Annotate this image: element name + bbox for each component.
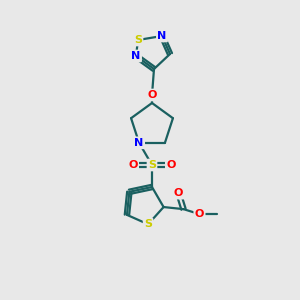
Text: N: N: [134, 138, 144, 148]
Text: S: S: [134, 35, 142, 45]
Text: O: O: [166, 160, 176, 170]
Text: N: N: [158, 31, 166, 41]
Text: O: O: [147, 90, 157, 100]
Text: O: O: [174, 188, 183, 198]
Text: O: O: [195, 209, 204, 219]
Text: O: O: [128, 160, 138, 170]
Text: S: S: [144, 219, 152, 229]
Text: S: S: [148, 160, 156, 170]
Text: N: N: [131, 51, 141, 61]
